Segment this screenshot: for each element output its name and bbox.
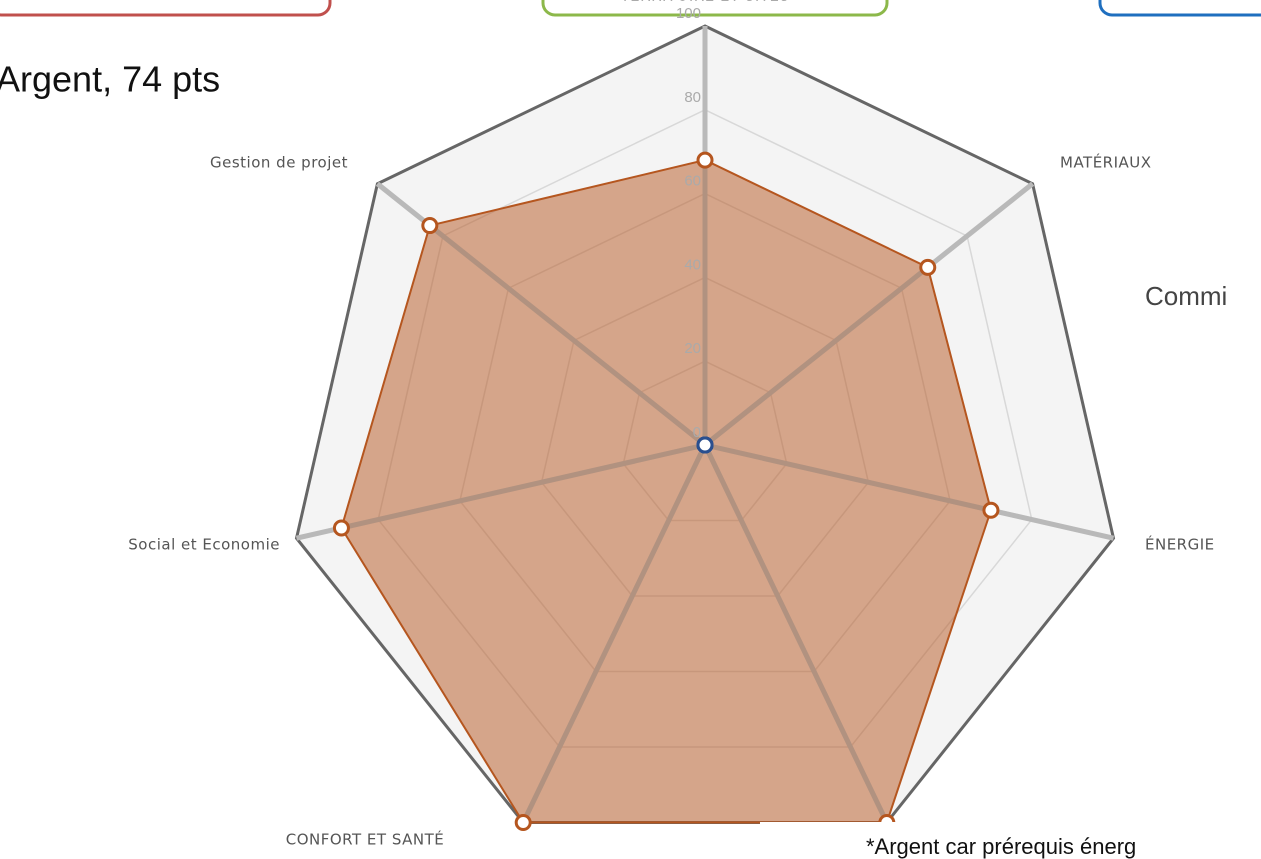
spoke xyxy=(520,443,708,824)
spoke xyxy=(704,442,1115,541)
spoke xyxy=(703,181,1035,447)
box xyxy=(0,0,332,17)
axis-label: CONFORT ET SANTÉ xyxy=(286,830,445,849)
y-tick-label: 60 xyxy=(684,173,701,190)
annotation: Commi xyxy=(1145,281,1227,311)
point xyxy=(421,217,439,235)
axis-label: MATÉRIAUX xyxy=(1060,153,1152,172)
y-tick-label: 40 xyxy=(684,256,701,273)
area xyxy=(340,159,992,824)
point xyxy=(919,258,937,276)
y-tick-label: 100 xyxy=(676,5,701,22)
axis-label: Social et Economie xyxy=(128,536,280,554)
box xyxy=(1098,0,1261,17)
point xyxy=(982,501,1000,519)
axis-label: ÉNERGIE xyxy=(1145,535,1215,554)
spoke xyxy=(702,443,890,824)
axis-label: TERRITOIRE ET SITES xyxy=(620,0,790,5)
annotation: *Argent car prérequis énerg xyxy=(866,834,1136,859)
y-tick-label: 0 xyxy=(693,424,701,441)
point xyxy=(332,519,350,537)
axis-label: Gestion de projet xyxy=(210,154,348,172)
spoke xyxy=(295,442,706,541)
annotation: Argent, 74 pts xyxy=(0,59,220,100)
y-tick-label: 80 xyxy=(684,89,701,106)
point xyxy=(696,151,714,169)
mask xyxy=(760,822,1261,859)
point xyxy=(696,436,714,454)
point xyxy=(514,814,532,832)
box xyxy=(541,0,889,17)
y-tick-label: 20 xyxy=(684,340,701,357)
